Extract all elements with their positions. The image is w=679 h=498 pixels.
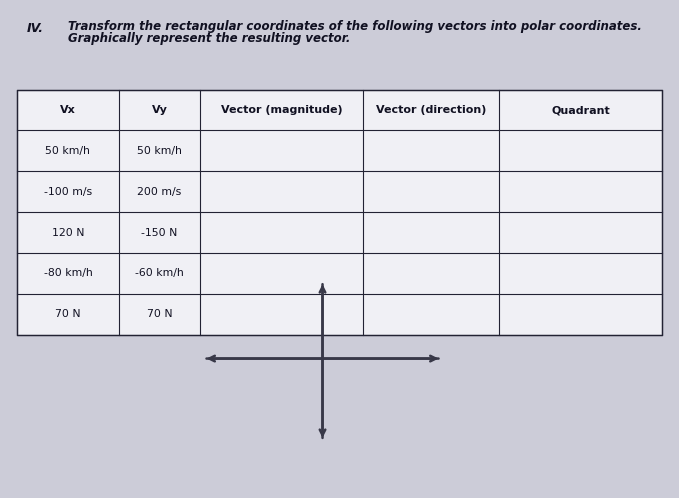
Text: Vx: Vx	[60, 105, 76, 115]
Text: -150 N: -150 N	[141, 228, 178, 238]
Text: 200 m/s: 200 m/s	[137, 187, 182, 197]
Text: -80 km/h: -80 km/h	[43, 268, 92, 278]
Text: -100 m/s: -100 m/s	[44, 187, 92, 197]
Text: Transform the rectangular coordinates of the following vectors into polar coordi: Transform the rectangular coordinates of…	[68, 20, 642, 33]
Text: Vector (magnitude): Vector (magnitude)	[221, 105, 343, 115]
Text: 70 N: 70 N	[55, 309, 81, 319]
Text: Vy: Vy	[151, 105, 168, 115]
Text: 50 km/h: 50 km/h	[45, 146, 90, 156]
Text: Graphically represent the resulting vector.: Graphically represent the resulting vect…	[68, 32, 350, 45]
Text: 50 km/h: 50 km/h	[137, 146, 182, 156]
Text: Vector (direction): Vector (direction)	[376, 105, 486, 115]
Text: 120 N: 120 N	[52, 228, 84, 238]
Text: IV.: IV.	[27, 22, 44, 35]
Text: 70 N: 70 N	[147, 309, 172, 319]
Text: Quadrant: Quadrant	[551, 105, 610, 115]
Text: -60 km/h: -60 km/h	[135, 268, 184, 278]
